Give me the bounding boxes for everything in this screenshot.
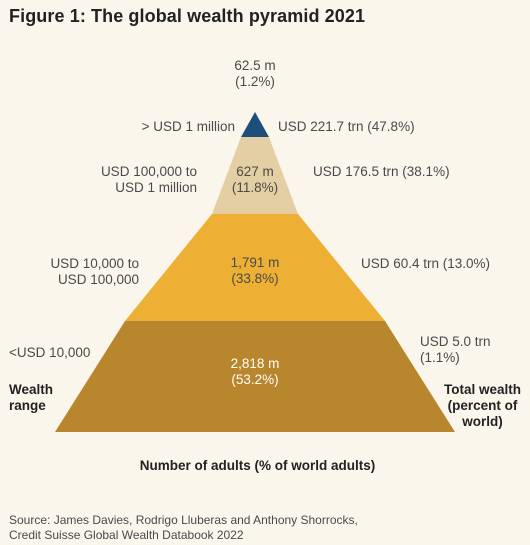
tier-4-wealth: USD 5.0 trn (1.1%): [420, 334, 491, 366]
total-wealth-label-line-1: Total wealth: [443, 382, 521, 397]
pyramid-tier-3-10k-100k: [125, 214, 385, 321]
source-line-1: Source: James Davies, Rodrigo Lluberas a…: [9, 513, 358, 527]
tier-4-adults: 2,818 m (53.2%): [215, 356, 295, 388]
tier-2-adults: 627 m (11.8%): [215, 164, 295, 196]
tier-1-range: > USD 1 million: [142, 119, 235, 135]
tier-3-range-line-2: USD 100,000: [57, 272, 139, 287]
tier-4-wealth-line-2: (1.1%): [420, 350, 460, 365]
tier-3-range: USD 10,000 to USD 100,000: [50, 256, 139, 288]
tier-4-range: <USD 10,000: [9, 345, 90, 361]
source-note: Source: James Davies, Rodrigo Lluberas a…: [9, 513, 358, 543]
wealth-range-axis-label: Wealth range: [9, 382, 53, 414]
total-wealth-label-line-2: (percent of: [447, 398, 518, 413]
tier-3-adults-count: 1,791 m: [230, 255, 280, 270]
tier-2-adults-pct: (11.8%): [231, 180, 279, 195]
tier-2-wealth: USD 176.5 trn (38.1%): [313, 164, 450, 180]
tier-4-wealth-line-1: USD 5.0 trn: [420, 334, 491, 349]
tier-4-range-line: <USD 10,000: [9, 345, 91, 360]
pyramid-tier-2-100k-1m: [212, 137, 298, 214]
tier-2-adults-count: 627 m: [236, 164, 274, 179]
tier-1-adults-pct: (1.2%): [235, 74, 275, 89]
wealth-range-label-line-1: Wealth: [9, 382, 54, 397]
tier-3-wealth-line: USD 60.4 trn (13.0%): [361, 256, 491, 271]
tier-3-adults: 1,791 m (33.8%): [215, 255, 295, 287]
tier-1-wealth-line: USD 221.7 trn (47.8%): [278, 119, 415, 134]
total-wealth-axis-label: Total wealth (percent of world): [440, 382, 525, 430]
tier-2-wealth-line: USD 176.5 trn (38.1%): [313, 164, 450, 179]
tier-1-adults: 62.5 m (1.2%): [215, 58, 295, 90]
pyramid-tier-4-under-10k: [55, 321, 455, 432]
wealth-range-label-line-2: range: [9, 398, 46, 413]
tier-1-range-line: > USD 1 million: [141, 119, 235, 134]
tier-3-wealth: USD 60.4 trn (13.0%): [361, 256, 490, 272]
tier-4-adults-count: 2,818 m: [230, 356, 280, 371]
tier-4-adults-pct: (53.2%): [231, 372, 279, 387]
tier-3-adults-pct: (33.8%): [231, 271, 279, 286]
tier-2-range-line-2: USD 1 million: [115, 180, 197, 195]
tier-1-adults-count: 62.5 m: [234, 58, 276, 73]
tier-2-range: USD 100,000 to USD 1 million: [101, 164, 197, 196]
pyramid-tier-1-millionaires: [241, 112, 269, 137]
tier-3-range-line-1: USD 10,000 to: [50, 256, 139, 271]
source-line-2: Credit Suisse Global Wealth Databook 202…: [9, 528, 244, 542]
tier-1-wealth: USD 221.7 trn (47.8%): [278, 119, 415, 135]
total-wealth-label-line-3: world): [462, 414, 503, 429]
adults-axis-label: Number of adults (% of world adults): [139, 458, 376, 473]
tier-2-range-line-1: USD 100,000 to: [100, 164, 197, 179]
chart-title: Figure 1: The global wealth pyramid 2021: [9, 6, 366, 26]
